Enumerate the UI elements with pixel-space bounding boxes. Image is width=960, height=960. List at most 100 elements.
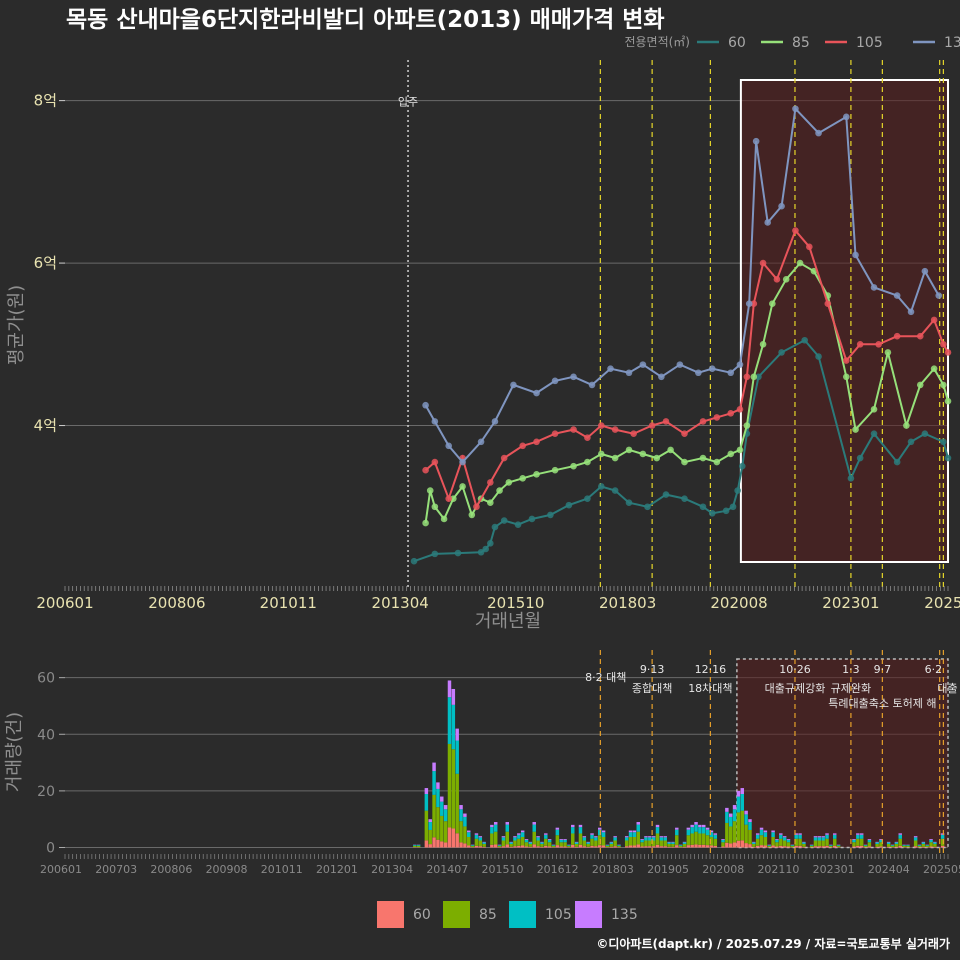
- volume-bar: [520, 830, 525, 833]
- price-point-85: [584, 458, 591, 466]
- volume-bar: [898, 845, 902, 848]
- price-point-105: [500, 454, 508, 462]
- price-point-60: [514, 521, 522, 528]
- price-point-60: [547, 511, 554, 519]
- volume-bar: [501, 836, 506, 838]
- price-point-105: [893, 332, 901, 340]
- volume-bar: [586, 843, 590, 847]
- volume-y-tick-label: 60: [37, 671, 55, 687]
- policy-label: 종합대책: [632, 682, 672, 695]
- volume-bar: [740, 794, 745, 811]
- price-point-60: [734, 487, 741, 494]
- volume-y-tick-label: 20: [37, 784, 55, 800]
- price-point-105: [445, 495, 453, 502]
- volume-bar: [436, 788, 440, 808]
- volume-bar: [640, 839, 644, 840]
- price-point-105: [681, 430, 688, 437]
- volume-x-tick-label: 202110: [757, 863, 799, 876]
- price-point-135: [431, 418, 439, 425]
- volume-bar: [921, 841, 926, 843]
- volume-bar: [702, 844, 706, 848]
- price-point-85: [487, 499, 494, 507]
- volume-bar: [601, 845, 606, 848]
- volume-bar: [705, 829, 710, 836]
- volume-bar: [663, 837, 667, 841]
- volume-bar: [536, 837, 540, 841]
- volume-bar: [594, 837, 598, 841]
- volume-bar: [455, 773, 459, 834]
- volume-bar: [451, 828, 456, 848]
- volume-bar: [829, 844, 833, 846]
- volume-bar: [497, 844, 502, 846]
- volume-bar: [559, 842, 563, 847]
- price-point-60: [722, 507, 730, 515]
- price-point-60: [870, 430, 878, 437]
- volume-bar: [628, 830, 633, 833]
- volume-bar: [802, 846, 806, 848]
- price-point-105: [824, 300, 832, 307]
- volume-bar: [582, 836, 587, 838]
- volume-bar: [856, 833, 860, 835]
- volume-bar: [813, 837, 818, 841]
- volume-legend-key-60: [377, 901, 404, 928]
- volume-bar: [659, 836, 664, 838]
- volume-bar: [644, 836, 648, 838]
- volume-bar: [686, 829, 691, 836]
- volume-bar: [440, 841, 444, 848]
- volume-bar: [632, 845, 637, 848]
- volume-x-tick-label: 201803: [592, 863, 634, 876]
- price-point-135: [459, 458, 466, 466]
- price-point-85: [759, 341, 767, 348]
- volume-bar: [659, 846, 664, 848]
- volume-bar: [682, 846, 687, 848]
- price-point-85: [944, 397, 952, 405]
- volume-bar: [659, 840, 664, 847]
- volume-bar: [497, 845, 502, 848]
- volume-bar: [636, 822, 640, 825]
- volume-bar: [624, 836, 629, 838]
- price-point-135: [893, 292, 901, 299]
- volume-bar: [759, 829, 764, 836]
- volume-bar: [597, 835, 602, 846]
- volume-bar: [640, 842, 644, 847]
- price-point-105: [597, 422, 605, 429]
- volume-bar: [451, 749, 456, 829]
- volume-bar: [509, 846, 513, 848]
- price-point-60: [477, 548, 485, 556]
- policy-label: 8·2 대책: [585, 671, 626, 684]
- volume-bar: [482, 842, 486, 844]
- volume-bar: [413, 844, 417, 846]
- volume-bar: [728, 843, 733, 848]
- price-point-105: [611, 426, 619, 433]
- volume-bar: [440, 796, 444, 802]
- volume-bar: [748, 819, 752, 823]
- volume-bar: [763, 836, 768, 846]
- price-point-85: [519, 475, 526, 482]
- volume-bar: [640, 846, 644, 848]
- volume-bar: [809, 845, 814, 848]
- price-y-tick-label: 6억: [34, 254, 57, 272]
- volume-bar: [740, 810, 745, 841]
- price-point-105: [713, 414, 721, 421]
- policy-date-label: 9·7: [874, 663, 892, 676]
- volume-bar: [921, 846, 926, 848]
- volume-bar: [574, 842, 579, 844]
- volume-bar: [601, 830, 606, 833]
- volume-bar: [636, 844, 640, 848]
- volume-bar: [563, 839, 567, 840]
- price-point-60: [681, 495, 688, 502]
- volume-bar: [825, 834, 829, 839]
- price-point-85: [570, 462, 577, 470]
- volume-bar: [567, 844, 571, 846]
- volume-x-tick-label: 200806: [150, 863, 192, 876]
- volume-bar: [640, 839, 644, 843]
- volume-bar: [886, 846, 891, 848]
- policy-label: 대출: [937, 682, 957, 695]
- volume-bar: [886, 841, 891, 843]
- price-point-135: [639, 361, 647, 368]
- volume-bar: [459, 821, 463, 843]
- price-point-60: [491, 523, 499, 531]
- volume-bar: [940, 834, 945, 839]
- volume-x-tick-label: 201905: [647, 863, 689, 876]
- volume-bar: [940, 845, 945, 848]
